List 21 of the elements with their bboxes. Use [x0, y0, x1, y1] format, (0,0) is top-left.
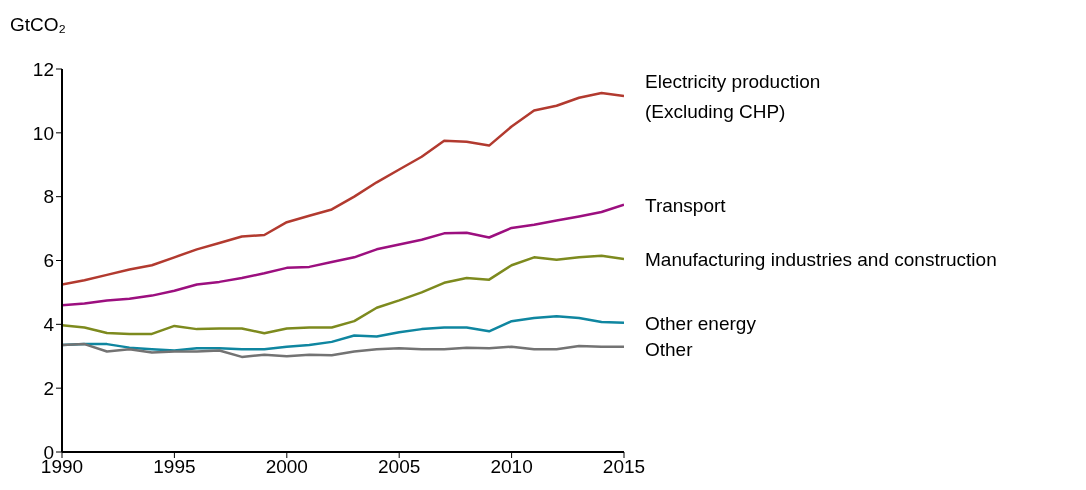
series-label: Other energy: [645, 312, 757, 334]
y-tick-label: 4: [43, 314, 55, 336]
y-tick-label: 10: [32, 122, 54, 144]
line-series: [62, 203, 624, 307]
x-tick-label: 2015: [602, 456, 646, 478]
line-series: [62, 91, 624, 286]
y-axis-title: GtCO₂: [10, 14, 66, 36]
y-tick-label: 2: [43, 377, 54, 399]
x-tick-label: 2010: [490, 456, 533, 478]
line-series: [62, 254, 624, 336]
line-series: [62, 342, 624, 359]
series-label: Manufacturing industries and construction: [645, 248, 997, 270]
x-tick-label: 2005: [378, 456, 421, 478]
y-tick-label: 6: [43, 250, 54, 272]
y-tick-label: 8: [43, 186, 54, 208]
series-label: Other: [645, 338, 694, 360]
series-label: Electricity production (Excluding CHP): [645, 70, 821, 122]
series-label: Transport: [645, 194, 727, 216]
y-tick-label: 12: [32, 58, 54, 80]
x-tick-label: 2000: [265, 456, 308, 478]
x-tick-label: 1995: [153, 456, 196, 478]
